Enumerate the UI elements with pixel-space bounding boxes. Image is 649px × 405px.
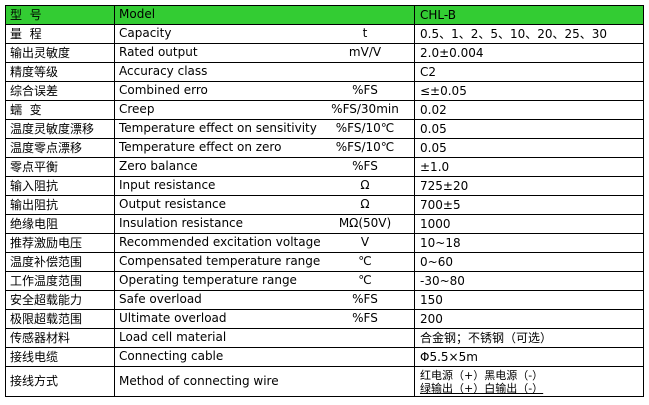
table-row: 温度补偿范围 Compensated temperature range ℃ 0~… xyxy=(5,252,644,272)
param-value: 1000 xyxy=(414,214,644,234)
param-value: Φ5.5×5m xyxy=(414,347,644,367)
param-zh: 精度等级 xyxy=(5,62,115,82)
spec-table: 型 号 Model CHL-B 量 程 Capacity t 0.5、1、2、5、… xyxy=(5,5,644,397)
param-value: 0.02 xyxy=(414,100,644,120)
param-value: 725±20 xyxy=(414,176,644,196)
table-row: 极限超载范围 Ultimate overload %FS 200 xyxy=(5,309,644,329)
param-value: 0.05 xyxy=(414,138,644,158)
param-zh: 输入阻抗 xyxy=(5,176,115,196)
param-en: Operating temperature range xyxy=(119,273,297,287)
table-row: 输入阻抗 Input resistance Ω 725±20 xyxy=(5,176,644,196)
param-zh: 安全超载能力 xyxy=(5,290,115,310)
table-row: 量 程 Capacity t 0.5、1、2、5、10、20、25、30 xyxy=(5,24,644,44)
param-en: Safe overload xyxy=(119,292,202,306)
param-value: ≤±0.05 xyxy=(414,81,644,101)
param-value: 2.0±0.004 xyxy=(414,43,644,63)
param-unit: Ω xyxy=(360,178,370,192)
header-zh: 型 号 xyxy=(5,5,115,25)
param-value: 合金钢；不锈钢（可选） xyxy=(414,328,644,348)
param-en: Recommended excitation voltage xyxy=(119,235,321,249)
param-zh: 推荐激励电压 xyxy=(5,233,115,253)
param-zh: 温度零点漂移 xyxy=(5,138,115,158)
param-zh: 极限超载范围 xyxy=(5,309,115,329)
param-unit: %FS/30min xyxy=(331,102,399,116)
table-row: 传感器材料 Load cell material 合金钢；不锈钢（可选） xyxy=(5,328,644,348)
param-zh: 输出阻抗 xyxy=(5,195,115,215)
param-en: Temperature effect on sensitivity xyxy=(119,121,317,135)
param-unit: %FS xyxy=(352,311,378,325)
param-value: 200 xyxy=(414,309,644,329)
param-zh: 工作温度范围 xyxy=(5,271,115,291)
param-en: Output resistance xyxy=(119,197,227,211)
table-row: 工作温度范围 Operating temperature range ℃ -30~… xyxy=(5,271,644,291)
param-zh: 量 程 xyxy=(5,24,115,44)
param-en: Capacity xyxy=(119,26,172,40)
param-zh: 零点平衡 xyxy=(5,157,115,177)
table-row: 零点平衡 Zero balance %FS ±1.0 xyxy=(5,157,644,177)
param-value: ±1.0 xyxy=(414,157,644,177)
wiring-line-1: 红电源（+）黑电源（-） xyxy=(420,368,544,382)
param-en: Method of connecting wire xyxy=(119,374,279,388)
param-en: Creep xyxy=(119,102,155,116)
table-row: 安全超载能力 Safe overload %FS 150 xyxy=(5,290,644,310)
param-value: -30~80 xyxy=(414,271,644,291)
wiring-value: 红电源（+）黑电源（-） 绿输出（+）白输出（-） xyxy=(414,366,644,397)
param-unit: ℃ xyxy=(358,273,372,287)
param-unit: Ω xyxy=(360,197,370,211)
param-unit: %FS/10℃ xyxy=(335,121,395,135)
param-unit: t xyxy=(362,26,368,40)
param-en: Load cell material xyxy=(119,330,227,344)
table-row: 蠕 变 Creep %FS/30min 0.02 xyxy=(5,100,644,120)
param-zh: 接线方式 xyxy=(5,366,115,397)
param-zh: 绝缘电阻 xyxy=(5,214,115,234)
table-row: 精度等级 Accuracy class C2 xyxy=(5,62,644,82)
table-row: 推荐激励电压 Recommended excitation voltage V 1… xyxy=(5,233,644,253)
table-row: 温度零点漂移 Temperature effect on zero %FS/10℃… xyxy=(5,138,644,158)
param-unit: %FS xyxy=(352,83,378,97)
table-row: 输出阻抗 Output resistance Ω 700±5 xyxy=(5,195,644,215)
param-zh: 接线电缆 xyxy=(5,347,115,367)
param-en: Zero balance xyxy=(119,159,198,173)
param-value: 0.5、1、2、5、10、20、25、30 xyxy=(414,24,644,44)
param-unit: ℃ xyxy=(358,254,372,268)
param-value: 150 xyxy=(414,290,644,310)
table-row: 温度灵敏度漂移 Temperature effect on sensitivit… xyxy=(5,119,644,139)
param-en: Compensated temperature range xyxy=(119,254,321,268)
param-zh: 温度补偿范围 xyxy=(5,252,115,272)
wiring-line-2: 绿输出（+）白输出（-） xyxy=(420,381,544,395)
param-en: Connecting cable xyxy=(119,349,224,363)
param-en: Combined erro xyxy=(119,83,208,97)
param-value: 700±5 xyxy=(414,195,644,215)
param-unit: mV/V xyxy=(348,45,382,59)
param-value: 0~60 xyxy=(414,252,644,272)
param-en: Rated output xyxy=(119,45,198,59)
table-row: 绝缘电阻 Insulation resistance MΩ(50V) 1000 xyxy=(5,214,644,234)
param-zh: 温度灵敏度漂移 xyxy=(5,119,115,139)
param-value: C2 xyxy=(414,62,644,82)
param-unit: %FS xyxy=(352,292,378,306)
param-en: Insulation resistance xyxy=(119,216,244,230)
param-zh: 综合误差 xyxy=(5,81,115,101)
param-en: Ultimate overload xyxy=(119,311,227,325)
param-zh: 传感器材料 xyxy=(5,328,115,348)
header-en: Model xyxy=(119,7,156,21)
param-zh: 输出灵敏度 xyxy=(5,43,115,63)
param-unit: MΩ(50V) xyxy=(338,216,392,230)
param-unit: %FS xyxy=(352,159,378,173)
table-row: 输出灵敏度 Rated output mV/V 2.0±0.004 xyxy=(5,43,644,63)
param-en: Accuracy class xyxy=(119,64,208,78)
table-row: 综合误差 Combined erro %FS ≤±0.05 xyxy=(5,81,644,101)
param-en: Input resistance xyxy=(119,178,216,192)
param-value: 0.05 xyxy=(414,119,644,139)
param-value: 10~18 xyxy=(414,233,644,253)
table-row: 接线电缆 Connecting cable Φ5.5×5m xyxy=(5,347,644,367)
param-unit: %FS/10℃ xyxy=(335,140,395,154)
param-en: Temperature effect on zero xyxy=(119,140,282,154)
header-model: CHL-B xyxy=(414,5,644,25)
param-unit: V xyxy=(360,235,370,249)
param-zh: 蠕 变 xyxy=(5,100,115,120)
table-row-wiring: 接线方式 Method of connecting wire 红电源（+）黑电源… xyxy=(5,366,644,397)
table-header-row: 型 号 Model CHL-B xyxy=(5,5,644,25)
